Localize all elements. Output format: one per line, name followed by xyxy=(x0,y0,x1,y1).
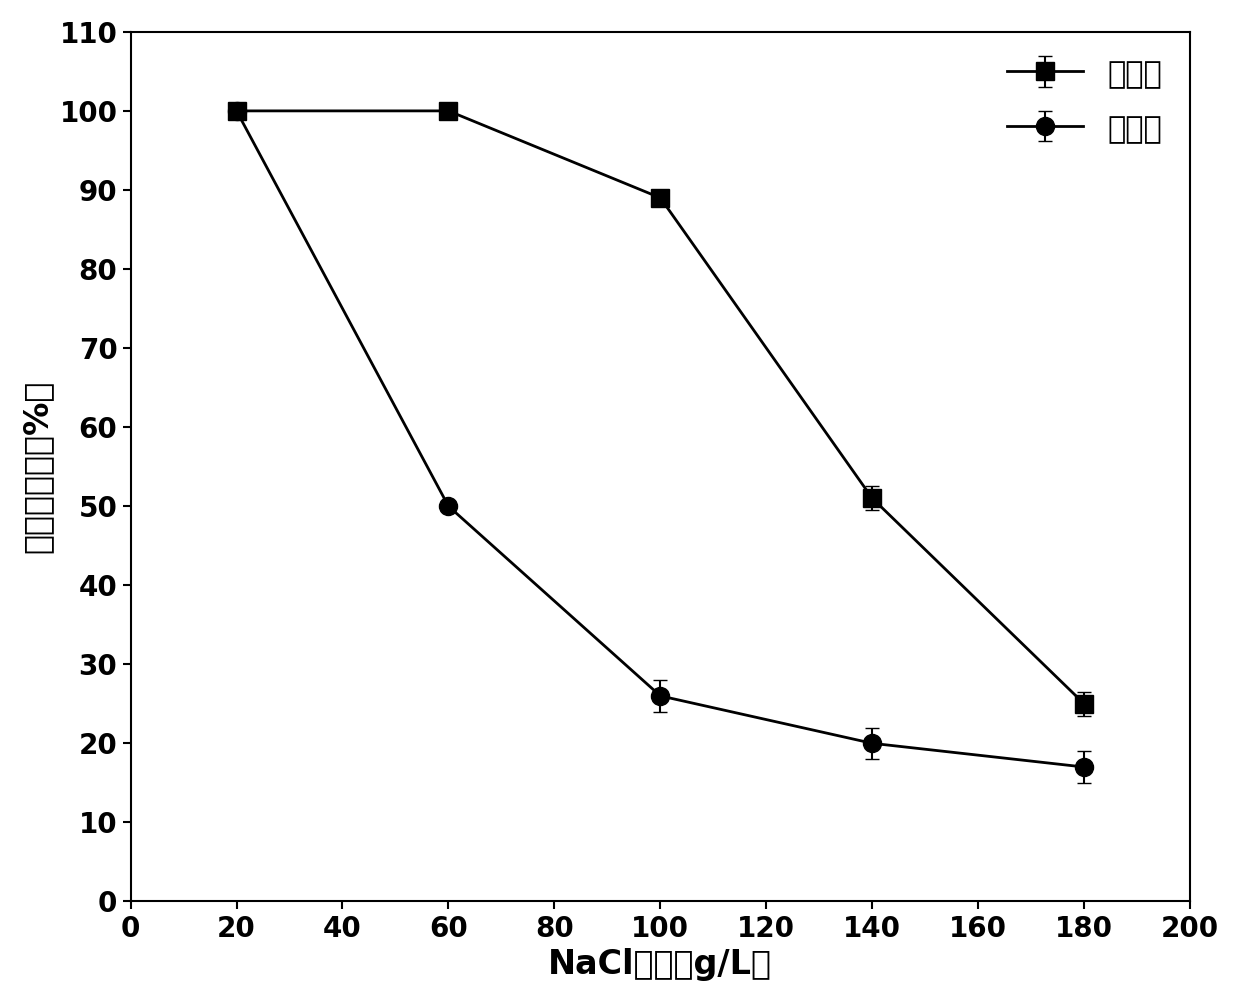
Legend: 处理组, 对照组: 处理组, 对照组 xyxy=(994,47,1174,156)
X-axis label: NaCl浓度（g/L）: NaCl浓度（g/L） xyxy=(548,948,773,981)
Y-axis label: 苯酵去除率（%）: 苯酵去除率（%） xyxy=(21,380,53,553)
